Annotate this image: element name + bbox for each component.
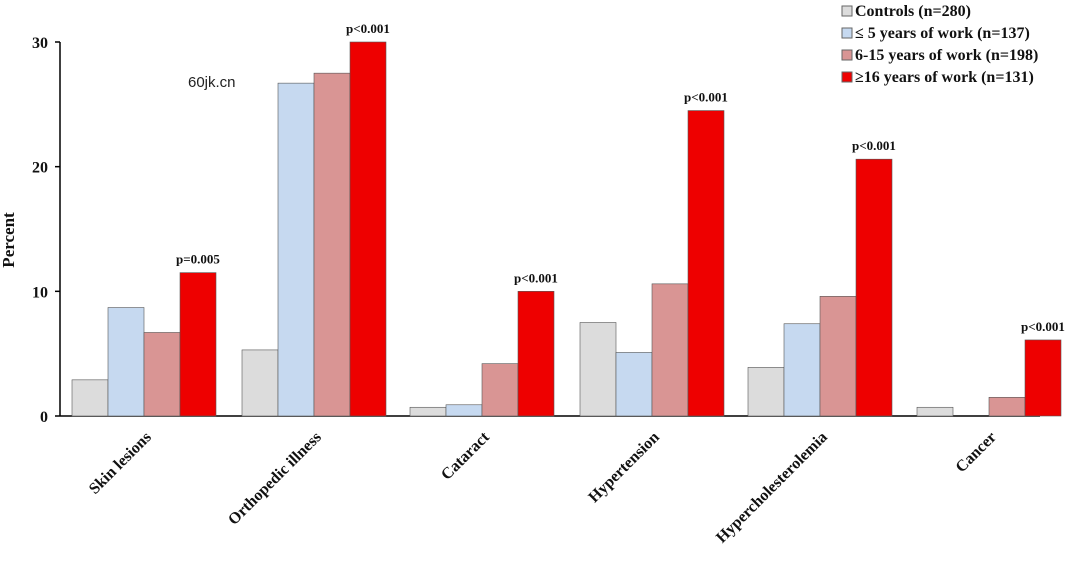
bar-orthopedic-illness-s0 <box>241 349 279 417</box>
bar-cancer-s3 <box>1024 339 1062 417</box>
p-value-label: p=0.005 <box>176 252 220 267</box>
x-tick-label: Cancer <box>953 429 1000 476</box>
bar-cataract-s1 <box>445 404 483 417</box>
x-tick-label: Hypertension <box>585 429 662 506</box>
bar-skin-lesions-s0 <box>71 379 109 417</box>
bar-cataract-s2 <box>481 363 519 417</box>
p-value-label: p<0.001 <box>346 21 390 36</box>
legend-label: ≥16 years of work (n=131) <box>855 69 1034 86</box>
p-value-label: p<0.001 <box>514 270 558 285</box>
bar-hypertension-s1 <box>615 352 653 417</box>
bar-hypertension-s2 <box>651 283 689 417</box>
bar-hypercholesterolemia-s0 <box>747 367 785 417</box>
bar-hypertension-s3 <box>687 110 725 417</box>
bar-cataract-s0 <box>409 406 447 417</box>
bar-skin-lesions-s2 <box>143 332 181 417</box>
legend-swatch <box>841 71 853 83</box>
x-tick-label: Skin lesions <box>86 429 155 498</box>
bar-orthopedic-illness-s1 <box>277 82 315 417</box>
bar-hypercholesterolemia-s3 <box>855 158 893 417</box>
y-tick-label: 0 <box>40 409 48 426</box>
bar-cataract-s3 <box>517 291 555 417</box>
legend-swatch <box>841 27 853 39</box>
y-tick-label: 20 <box>32 160 48 177</box>
x-tick-label: Orthopedic illness <box>225 429 325 529</box>
bar-orthopedic-illness-s3 <box>349 41 387 417</box>
y-tick-label: 10 <box>32 284 48 301</box>
legend: Controls (n=280) ≤ 5 years of work (n=137… <box>841 3 1038 86</box>
bar-skin-lesions-s1 <box>107 307 145 417</box>
legend-swatch <box>841 5 853 17</box>
bars <box>71 41 1062 417</box>
x-tick-label: Hypercholesterolemia <box>713 429 831 547</box>
bar-hypercholesterolemia-s2 <box>819 296 857 417</box>
x-tick-label: Cataract <box>438 428 493 483</box>
bar-orthopedic-illness-s2 <box>313 72 351 417</box>
legend-label: 6-15 years of work (n=198) <box>855 47 1038 64</box>
bar-hypercholesterolemia-s1 <box>783 323 821 417</box>
p-value-label: p<0.001 <box>684 90 728 105</box>
annotations: p=0.005 p<0.001 p<0.001 p<0.001 p<0.001 p<0.0… <box>176 21 1065 334</box>
bar-skin-lesions-s3 <box>179 272 217 417</box>
y-axis-label: Percent <box>0 212 18 268</box>
legend-swatch <box>841 49 853 61</box>
bar-cancer-s0 <box>916 406 954 417</box>
p-value-label: p<0.001 <box>1021 319 1065 334</box>
legend-label: ≤ 5 years of work (n=137) <box>855 25 1030 42</box>
bar-cancer-s2 <box>988 396 1026 417</box>
watermark: 60jk.cn <box>188 74 236 91</box>
y-tick-label: 30 <box>32 35 48 52</box>
x-axis-labels: Skin lesions Orthopedic illness Cataract Hy… <box>86 428 1000 546</box>
p-value-label: p<0.001 <box>852 138 896 153</box>
bar-hypertension-s0 <box>579 322 617 417</box>
legend-label: Controls (n=280) <box>855 3 971 20</box>
